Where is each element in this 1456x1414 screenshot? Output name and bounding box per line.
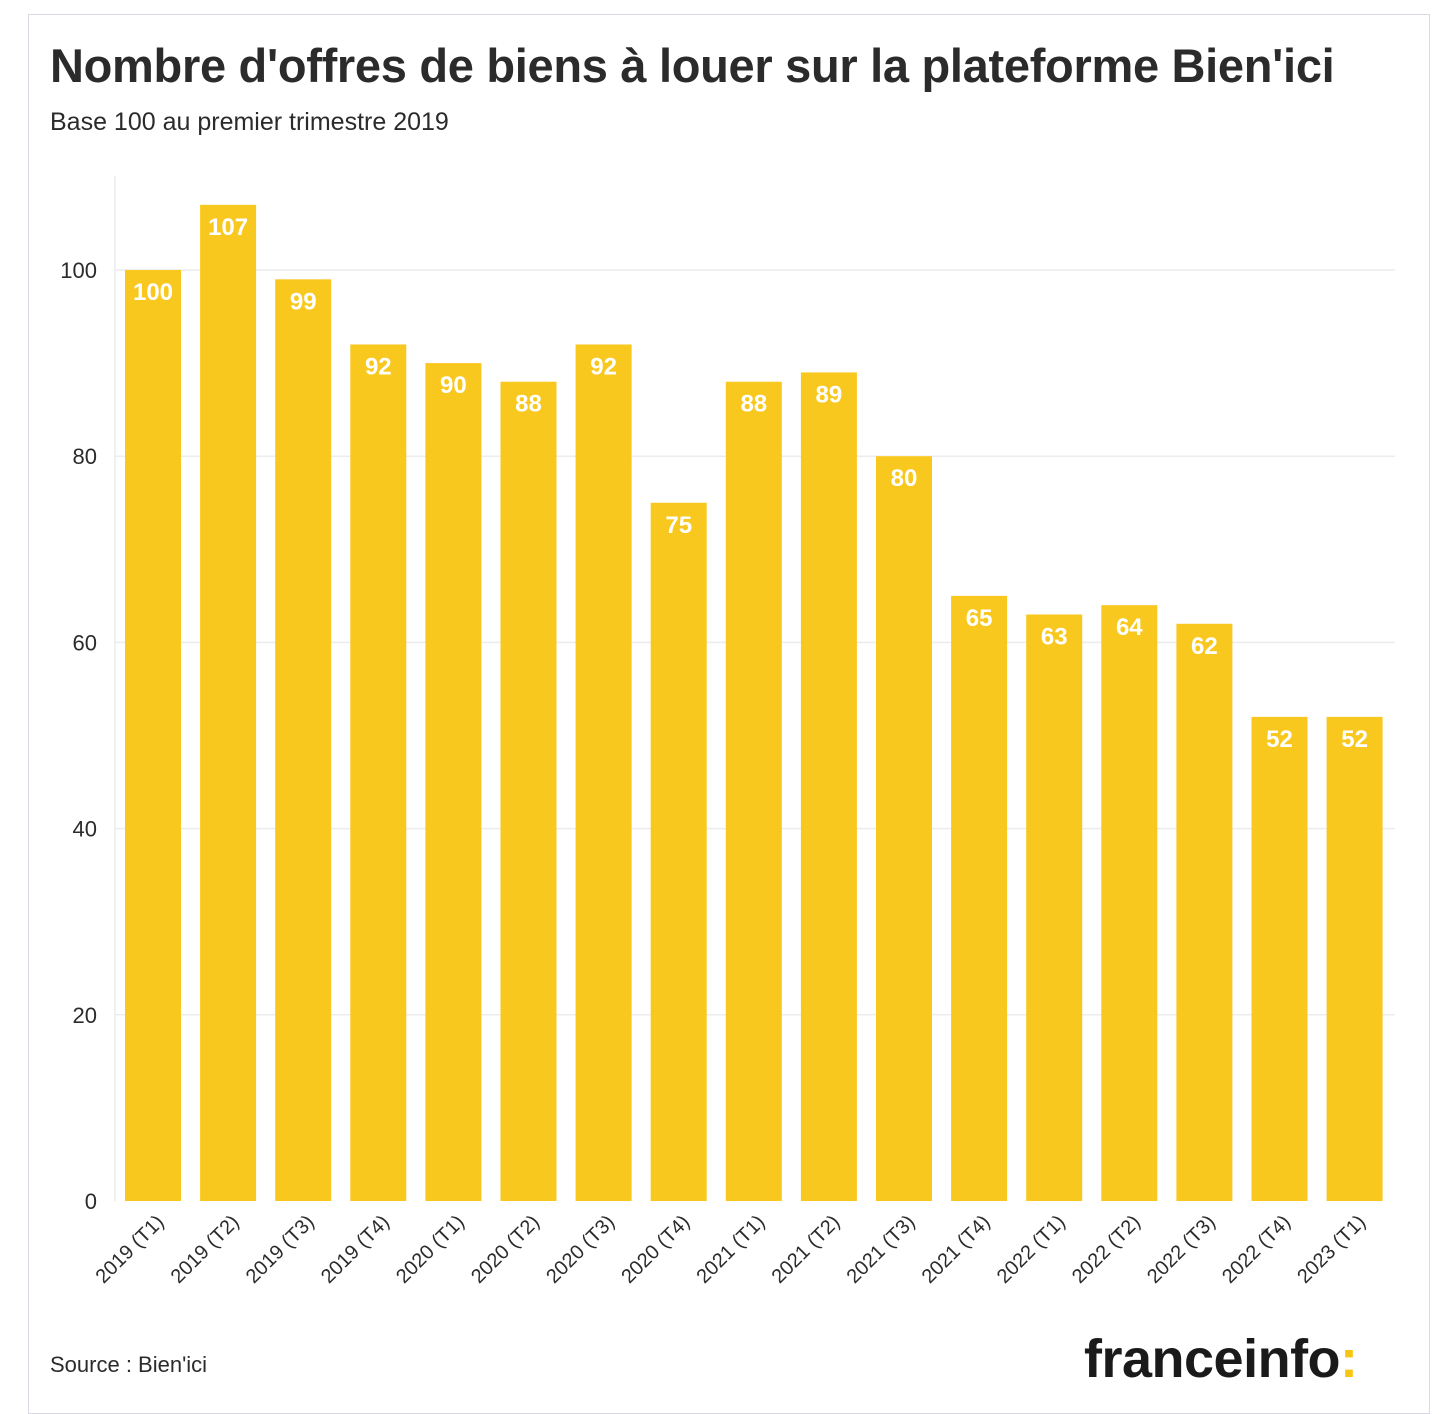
bar [275,279,332,1201]
data-labels: 100 107 99 92 90 88 92 75 88 89 80 65 63 64 62 52 52 [133,214,1368,753]
data-label: 89 [816,381,843,408]
data-label: 63 [1041,623,1068,650]
bar [500,381,557,1202]
y-axis-ticks: 0 20 40 60 80 100 [60,258,97,1214]
bar [1101,605,1158,1201]
x-tick-label: 2021 (T4) [918,1211,995,1288]
y-tick-label: 80 [73,444,97,469]
data-label: 62 [1191,633,1218,660]
x-tick-label: 2021 (T2) [768,1211,845,1288]
bar [200,204,257,1201]
x-tick-label: 2023 (T1) [1293,1211,1370,1288]
y-tick-label: 20 [73,1003,97,1028]
data-label: 75 [665,512,692,539]
data-label: 88 [740,391,767,418]
x-tick-label: 2021 (T3) [843,1211,920,1288]
data-label: 100 [133,279,173,306]
bar [125,270,181,1201]
brand-logo: franceinfo: [1084,1328,1358,1390]
bar-chart: 0 20 40 60 80 100 100 107 99 92 90 88 92 75 88 89 80 65 6… [60,176,1395,1288]
data-label: 99 [290,288,317,315]
bar [1026,614,1083,1201]
x-tick-label: 2020 (T4) [617,1211,694,1288]
x-tick-label: 2022 (T1) [993,1211,1070,1288]
y-tick-label: 60 [73,630,97,655]
chart-title: Nombre d'offres de biens à louer sur la … [50,39,1335,92]
data-label: 92 [590,353,617,380]
data-label: 65 [966,605,993,632]
y-tick-label: 40 [73,817,97,842]
data-label: 52 [1341,726,1368,753]
x-tick-label: 2019 (T3) [242,1211,319,1288]
bar [1251,716,1308,1201]
bar [725,381,782,1202]
bars [125,204,1383,1202]
brand-name: franceinfo [1084,1329,1341,1389]
source-note: Source : Bien'ici [50,1352,208,1377]
data-label: 52 [1266,726,1293,753]
y-tick-label: 100 [60,258,97,283]
x-tick-label: 2022 (T3) [1143,1211,1220,1288]
x-tick-label: 2022 (T2) [1068,1211,1145,1288]
data-label: 107 [208,214,248,241]
bar [425,363,482,1202]
x-axis-ticks: 2019 (T1)2019 (T2)2019 (T3)2019 (T4)2020… [92,1211,1370,1288]
data-label: 90 [440,372,467,399]
bar [575,344,632,1202]
x-tick-label: 2019 (T4) [317,1211,394,1288]
brand-colon: : [1340,1329,1358,1389]
x-tick-label: 2019 (T1) [92,1211,169,1288]
y-tick-label: 0 [85,1189,97,1214]
bar [350,344,407,1202]
data-label: 92 [365,353,392,380]
chart-subtitle: Base 100 au premier trimestre 2019 [50,108,449,136]
bar [1176,623,1233,1201]
bar [876,456,932,1201]
data-label: 88 [515,391,542,418]
bar [951,595,1008,1201]
x-tick-label: 2020 (T3) [542,1211,619,1288]
bar [800,372,857,1201]
x-tick-label: 2021 (T1) [692,1211,769,1288]
x-tick-label: 2020 (T1) [392,1211,469,1288]
data-label: 80 [891,465,918,492]
data-label: 64 [1116,614,1143,641]
x-tick-label: 2020 (T2) [467,1211,544,1288]
bar [650,502,707,1201]
x-tick-label: 2019 (T2) [167,1211,244,1288]
x-tick-label: 2022 (T4) [1218,1211,1295,1288]
bar [1326,716,1383,1201]
